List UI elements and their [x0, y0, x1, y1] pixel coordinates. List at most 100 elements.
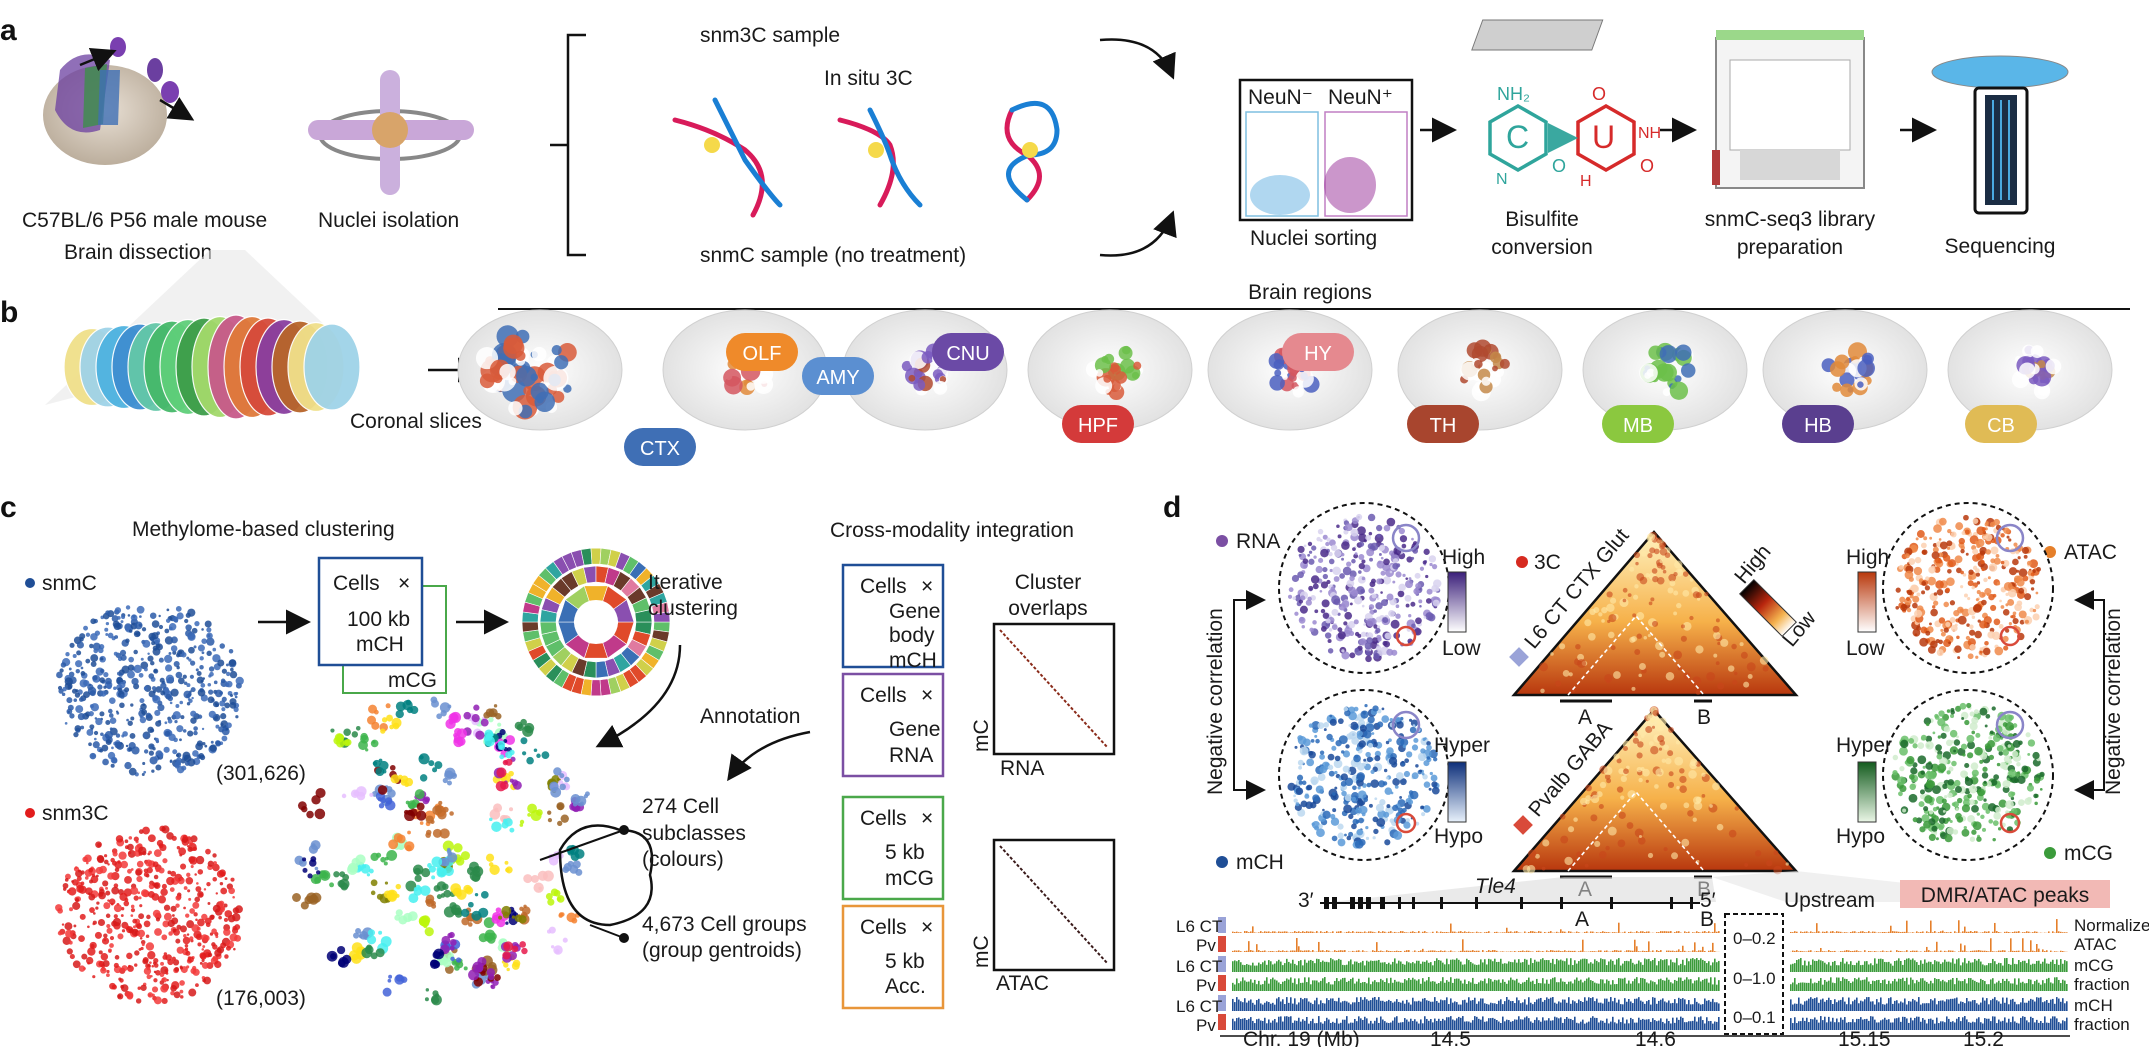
rna-axis-label: RNA [1000, 757, 1044, 780]
arrow [595, 644, 682, 748]
region-pill [1602, 405, 1674, 443]
cell-subclass-umap [292, 696, 590, 1006]
region-pill-label: CB [1987, 415, 2015, 437]
groups-label-1: 4,673 Cell groups [642, 913, 807, 936]
kb5-label: 5 kb [885, 950, 925, 973]
hic-map-l6 [1511, 530, 1799, 697]
neg-corr-left: Negative correlation [1204, 608, 1227, 795]
mch-label: mCH [356, 633, 404, 656]
uracil-o-right: O [1640, 156, 1654, 176]
hic-colorbar [1739, 579, 1797, 637]
modality-box-rna [841, 672, 945, 778]
arrow [1099, 38, 1176, 80]
subclasses-label-3: (colours) [642, 848, 724, 871]
amine-label: NH₂ [1497, 84, 1530, 104]
region-pill [1407, 405, 1479, 443]
track-title: Normalized [2074, 916, 2149, 935]
mcg-label: mCG [885, 867, 934, 890]
callout-line [539, 829, 625, 861]
overlap-matrix-atac [992, 838, 1116, 972]
region-pill-label: TH [1430, 415, 1457, 437]
track-title: mCH [2074, 996, 2113, 1015]
coronal-slice-stack [63, 314, 361, 420]
kb5-label: 5 kb [885, 841, 925, 864]
atac-axis-label: ATAC [996, 972, 1049, 995]
arrow [1099, 210, 1177, 257]
region-pill [624, 428, 696, 466]
mch-range: 0–0.1 [1733, 1008, 1776, 1027]
track-title: fraction [2074, 1015, 2130, 1034]
brain-dissection-label: Brain dissection [64, 241, 212, 264]
hic-high-label: High [1730, 540, 1775, 588]
cells-label: Cells [860, 575, 907, 598]
atac-low-label: Low [1846, 637, 1885, 660]
region-brains: CTX OLF AMY CNU HPF HY TH MB HB CB [457, 309, 2113, 466]
upstream-label: Upstream [1784, 889, 1875, 912]
track-row-label: Pv [1196, 1016, 1216, 1035]
domain-a-label: A [1578, 706, 1592, 729]
snm3c-umap [55, 825, 243, 1005]
subclasses-label-1: 274 Cell [642, 795, 719, 818]
subclasses-label-2: subclasses [642, 822, 746, 845]
arrow [79, 47, 117, 72]
snmc-label: snmC [42, 572, 97, 595]
genome-tracks [1218, 917, 2068, 1030]
mcg-label: mCG [2064, 842, 2113, 865]
mch-dot [1216, 856, 1228, 868]
atac-range: 0–0.2 [1733, 929, 1776, 948]
nuclei-sorting-label: Nuclei sorting [1250, 227, 1377, 250]
cells-label: Cells [860, 916, 907, 939]
zoom-wedge [1330, 877, 1716, 902]
panel-label-c: c [0, 491, 17, 524]
times-label: × [921, 684, 933, 707]
kb100-label: 100 kb [347, 608, 410, 631]
cytosine-letter: C [1506, 119, 1529, 155]
callout-dot [619, 933, 629, 943]
callout-line [589, 924, 625, 939]
snmc-count: (301,626) [216, 762, 306, 785]
mouse-strain-label: C57BL/6 P56 male mouse [22, 209, 267, 232]
mch-hyper-label: Hyper [1434, 734, 1490, 757]
times-label: × [921, 807, 933, 830]
mcg-colorbar [1857, 761, 1877, 823]
rna-label: RNA [1236, 530, 1280, 553]
rna-high-label: High [1442, 546, 1485, 569]
region-pill [1965, 405, 2037, 443]
track-title: mCG [2074, 956, 2114, 975]
region-pill-label: HY [1304, 343, 1332, 365]
snm3c-count: (176,003) [216, 987, 306, 1010]
overlap-matrix-rna [992, 622, 1116, 756]
snmc-umap [56, 605, 244, 777]
gene-a-label: A [1575, 908, 1589, 931]
modality-box-atac [841, 904, 945, 1010]
acc-label: Acc. [885, 975, 926, 998]
dmr-peaks-label: DMR/ATAC peaks [1921, 884, 2089, 907]
snm3c-sample-label: snm3C sample [700, 24, 840, 47]
pvalb-swatch [1513, 815, 1533, 835]
gene-b-label: B [1700, 908, 1714, 931]
region-pill-label: CNU [946, 343, 989, 365]
track-row-label: Pv [1196, 936, 1216, 955]
bisulfite-molecules [1471, 19, 1636, 173]
cell-group-outline [558, 824, 654, 927]
neun-negative-label: NeuN⁻ [1248, 86, 1313, 109]
rna-dot [1216, 535, 1228, 547]
track-row-label: L6 CT [1176, 917, 1222, 936]
brain-regions-title: Brain regions [1248, 281, 1372, 304]
region-pill [1282, 333, 1354, 371]
rna-umap [1287, 513, 1442, 663]
track-title: ATAC [2074, 935, 2117, 954]
uracil-h: H [1580, 173, 1592, 190]
facs-plot [1238, 78, 1414, 222]
region-pill [932, 333, 1004, 371]
iterative-label-1: Iterative [648, 571, 723, 594]
atac-colorbar [1857, 571, 1877, 633]
mouse-brain-illustration [43, 37, 179, 165]
snmc-dot [25, 578, 35, 588]
times-label: × [921, 916, 933, 939]
cells-label: Cells [860, 684, 907, 707]
uracil-nh: NH [1638, 125, 1661, 142]
cluster-overlaps-2: overlaps [1008, 597, 1087, 620]
library-robot-icon [1712, 30, 1865, 189]
